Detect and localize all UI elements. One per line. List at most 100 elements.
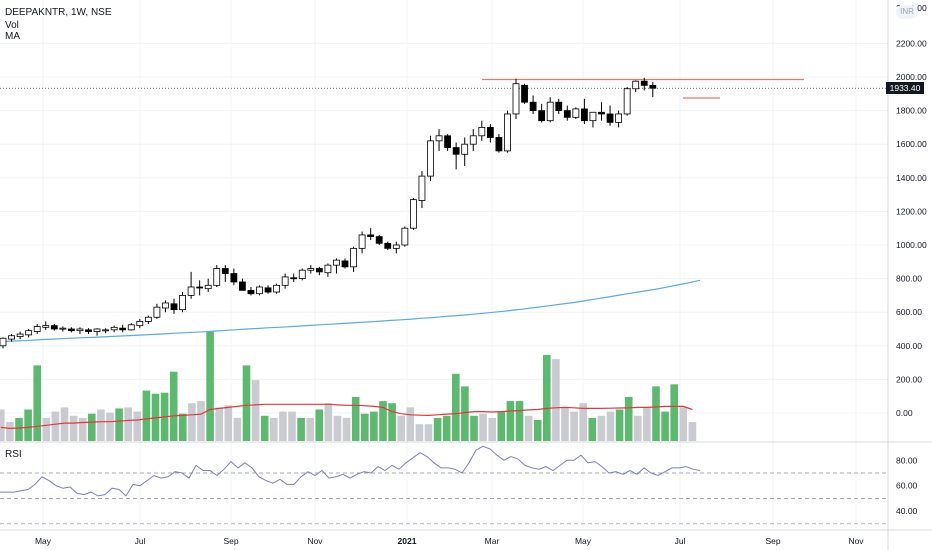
time-axis: May Jul Sep Nov 2021 Mar May Jul Sep Nov [35, 536, 864, 546]
volume-bar [33, 365, 41, 441]
volume-bar [388, 403, 396, 441]
candle-body [495, 137, 503, 152]
volume-bar [661, 411, 669, 441]
volume-bar [424, 424, 433, 441]
candle-body [521, 85, 528, 103]
candle-body [401, 227, 409, 246]
volume-bar [579, 403, 587, 441]
volume-bar [561, 407, 569, 441]
candle-body [196, 286, 204, 289]
price-tick-label: 800.00 [896, 274, 922, 284]
price-tick-label: 400.00 [896, 341, 922, 351]
volume-bar [69, 415, 78, 441]
volume-bar [461, 386, 469, 441]
volume-bars [0, 331, 697, 441]
time-tick-label: 2021 [398, 536, 417, 546]
volume-bar [488, 417, 496, 441]
volume-bar [379, 401, 387, 441]
candle-body [640, 80, 648, 86]
candle-body [307, 268, 315, 271]
candle-body [290, 277, 298, 280]
candle-body [281, 276, 289, 286]
chart-symbol-title: DEEPAKNTR, 1W, NSE [5, 7, 112, 18]
volume-bar [124, 407, 132, 441]
volume-bar [279, 411, 287, 441]
volume-bar [470, 415, 478, 441]
volume-bar [634, 415, 642, 441]
rsi-axis: 80.00 60.00 40.00 [896, 455, 918, 516]
candle-body [512, 83, 520, 115]
volume-bar [688, 422, 697, 441]
price-axis: 2200.00 2000.00 1800.00 1600.00 1400.00 1200.… [896, 3, 927, 418]
candle-body [538, 110, 546, 122]
time-tick-label: Jul [675, 536, 686, 546]
long-ma-line [0, 279, 701, 343]
candle-body [623, 88, 631, 115]
volume-bar [497, 411, 506, 441]
candle-body [264, 287, 272, 293]
time-tick-label: Nov [307, 536, 323, 546]
candle-body [606, 113, 614, 123]
time-tick-label: May [35, 536, 52, 546]
candle-body [375, 236, 383, 244]
candle-body [85, 329, 92, 332]
volume-bar [97, 409, 105, 441]
volume-bar [215, 407, 223, 441]
candle-body [42, 325, 50, 328]
volume-bar [433, 417, 442, 441]
candle-body [435, 135, 443, 142]
candle-body [76, 328, 84, 332]
volume-bar [206, 331, 214, 441]
rsi-tick-label: 60.00 [896, 481, 918, 491]
volume-bar [60, 407, 69, 441]
rsi-tick-label: 40.00 [896, 506, 918, 516]
candle-body [93, 328, 101, 332]
candle-body [350, 247, 357, 268]
volume-bar [224, 405, 233, 441]
volume-bar [652, 386, 660, 441]
rsi-indicator-label: RSI [5, 449, 22, 460]
volume-bar [333, 415, 342, 441]
rsi-line [0, 445, 701, 497]
candle-body [444, 135, 452, 148]
volume-bar [15, 417, 23, 441]
price-tick-label: 1200.00 [896, 206, 927, 216]
candle-body [478, 127, 486, 137]
price-tick-label: 600.00 [896, 307, 922, 317]
candle-body [461, 143, 469, 155]
volume-bar [297, 417, 305, 441]
candle-body [170, 303, 178, 311]
time-tick-label: Mar [485, 536, 500, 546]
volume-bar [24, 409, 32, 441]
time-tick-label: May [575, 536, 592, 546]
candle-body [8, 335, 15, 340]
volume-bar [524, 415, 533, 441]
volume-bar [242, 365, 251, 441]
candle-body [256, 286, 263, 295]
volume-bar [442, 415, 451, 441]
volume-bar [615, 409, 624, 441]
candle-body [315, 268, 323, 273]
candle-body [341, 260, 349, 268]
currency-badge[interactable]: INR [896, 5, 918, 19]
candle-body [221, 268, 229, 274]
candle-body [367, 234, 375, 237]
candle-body [238, 281, 246, 291]
candle-body [162, 302, 169, 309]
candle-body [179, 294, 186, 311]
time-tick-label: Sep [223, 536, 238, 546]
volume-bar [624, 396, 633, 441]
candle-body [324, 264, 332, 274]
volume-bar [51, 411, 60, 441]
candle-body [298, 269, 306, 280]
candle-body [273, 284, 281, 293]
candle-body [529, 101, 537, 111]
candle-body [469, 135, 477, 145]
volume-bar [570, 411, 578, 441]
candle-body [581, 108, 588, 122]
candle-body [589, 111, 597, 122]
candle-body [452, 147, 460, 155]
candle-body [50, 325, 58, 330]
candles [0, 77, 657, 349]
